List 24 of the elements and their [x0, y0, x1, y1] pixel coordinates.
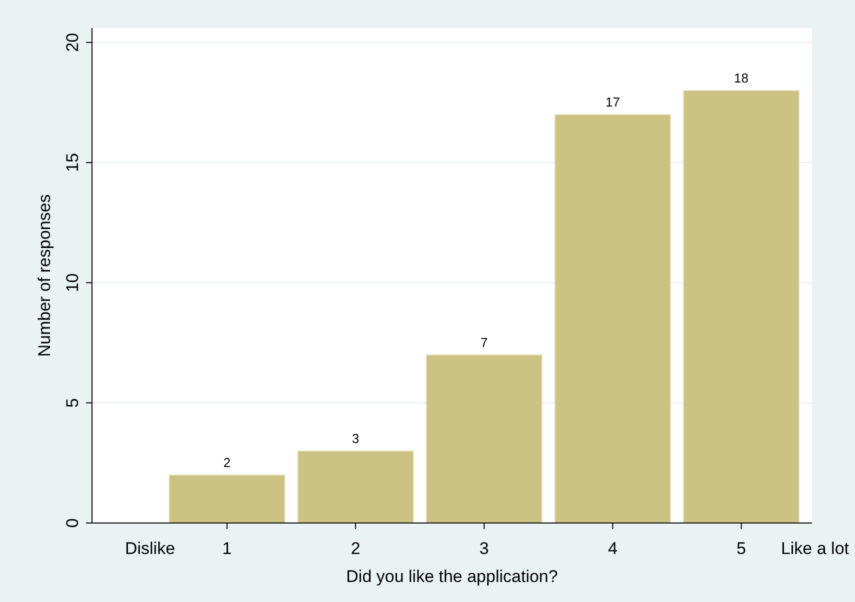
data-label: 7	[480, 334, 488, 350]
bar	[682, 90, 800, 524]
x-tick-label: 4	[608, 539, 618, 558]
y-tick-label: 15	[63, 153, 82, 172]
y-tick-label: 10	[63, 273, 82, 292]
text: Dislike	[124, 539, 176, 558]
y-tick-label: 20	[63, 32, 82, 52]
bar	[297, 450, 414, 524]
x-axis-title: Did you like the application?	[346, 567, 558, 586]
data-label: 17	[605, 94, 620, 110]
bar	[554, 114, 672, 524]
bar	[426, 354, 542, 524]
text: Like a lot	[780, 539, 850, 558]
y-axis-title: Number of responses	[35, 194, 54, 357]
x-tick-label: 3	[479, 539, 489, 558]
data-label: 3	[352, 430, 360, 446]
bar	[168, 474, 286, 524]
data-label: 18	[734, 70, 749, 86]
y-tick-label: 5	[63, 398, 82, 408]
x-tick-label: 2	[350, 539, 360, 558]
x-tick-label: 5	[736, 539, 746, 558]
data-label: 2	[223, 454, 231, 470]
x-tick-label: 1	[222, 539, 232, 558]
y-tick-label: 0	[63, 518, 82, 528]
